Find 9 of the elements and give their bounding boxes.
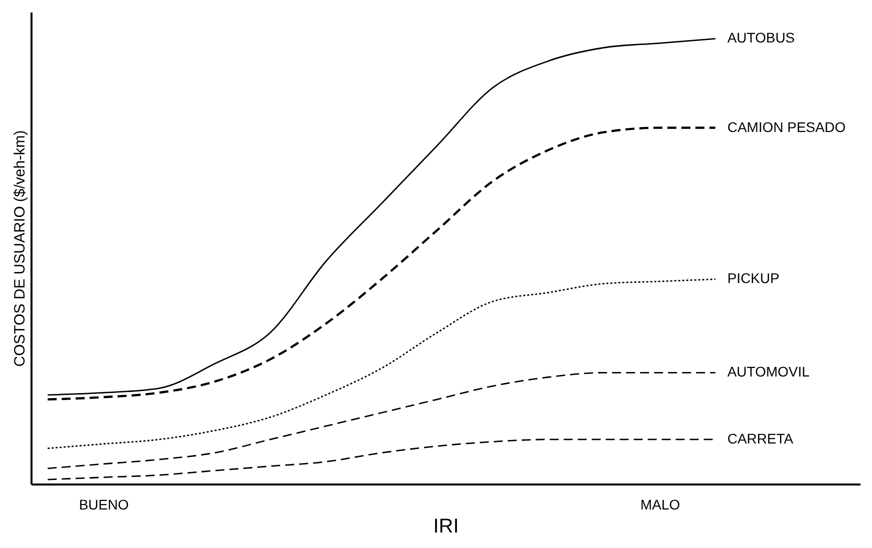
series-label: AUTOBUS — [727, 30, 795, 46]
series-label: PICKUP — [727, 270, 780, 286]
series-label: CARRETA — [727, 430, 794, 446]
series-label: CAMION PESADO — [727, 118, 846, 135]
x-tick-label: BUENO — [78, 496, 129, 512]
series-label: AUTOMOVIL — [727, 364, 810, 380]
y-axis-title: COSTOS DE USUARIO ($/veh-km) — [12, 130, 28, 367]
x-axis-title: IRI — [433, 516, 459, 538]
x-tick-label: MALO — [640, 496, 680, 512]
